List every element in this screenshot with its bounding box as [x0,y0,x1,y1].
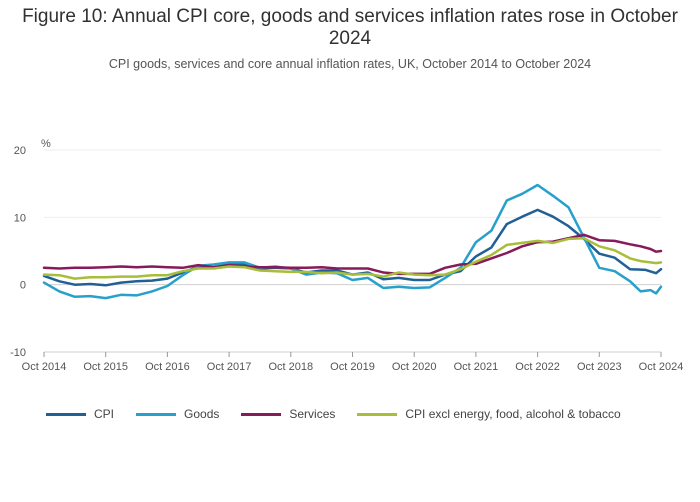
y-tick-label: 20 [14,145,26,157]
legend-item[interactable]: Goods [136,407,219,421]
x-axis-ticks: Oct 2014 Oct 2015 Oct 2016 Oct 2017 Oct 2018… [22,352,684,373]
chart-subtitle: CPI goods, services and core annual infl… [108,57,592,71]
y-axis-ticks: 20 10 0 -10 [10,145,26,359]
legend-swatch [136,412,177,416]
x-tick-label: Oct 2018 [268,361,313,373]
gridlines [44,149,661,353]
legend: CPI Goods Services CPI excl energy, food, a… [46,407,643,421]
x-tick-label: Oct 2021 [454,361,499,373]
x-tick-label: Oct 2024 [639,361,684,373]
legend-item[interactable]: CPI [46,407,114,421]
x-tick-label: Oct 2016 [145,361,190,373]
chart-title: Figure 10: Annual CPI core, goods and se… [22,6,678,49]
series-line-services[interactable] [42,233,663,276]
x-tick-label: Oct 2023 [577,361,622,373]
x-tick-label: Oct 2014 [22,361,67,373]
legend-swatch [357,412,398,416]
x-tick-label: Oct 2015 [83,361,128,373]
x-tick-label: Oct 2019 [330,361,375,373]
legend-swatch [241,412,282,416]
y-axis-label: % [41,138,51,150]
legend-label: CPI excl energy, food, alcohol & tobacco [405,407,621,421]
legend-label: Goods [184,407,220,421]
legend-item[interactable]: Services [241,407,335,421]
x-tick-label: Oct 2020 [392,361,437,373]
legend-label: CPI [94,407,115,421]
y-tick-label: 10 [14,212,26,224]
legend-label: Services [289,407,336,421]
x-tick-label: Oct 2017 [207,361,252,373]
legend-item[interactable]: CPI excl energy, food, alcohol & tobacco [357,407,621,421]
series-line-cpi-excl-energy-food-alcohol-tobacco[interactable] [42,236,663,280]
legend-swatch [46,412,86,416]
series-lines [42,183,663,300]
y-tick-label: 0 [20,280,26,292]
x-tick-label: Oct 2022 [515,361,560,373]
y-tick-label: -10 [10,347,26,359]
